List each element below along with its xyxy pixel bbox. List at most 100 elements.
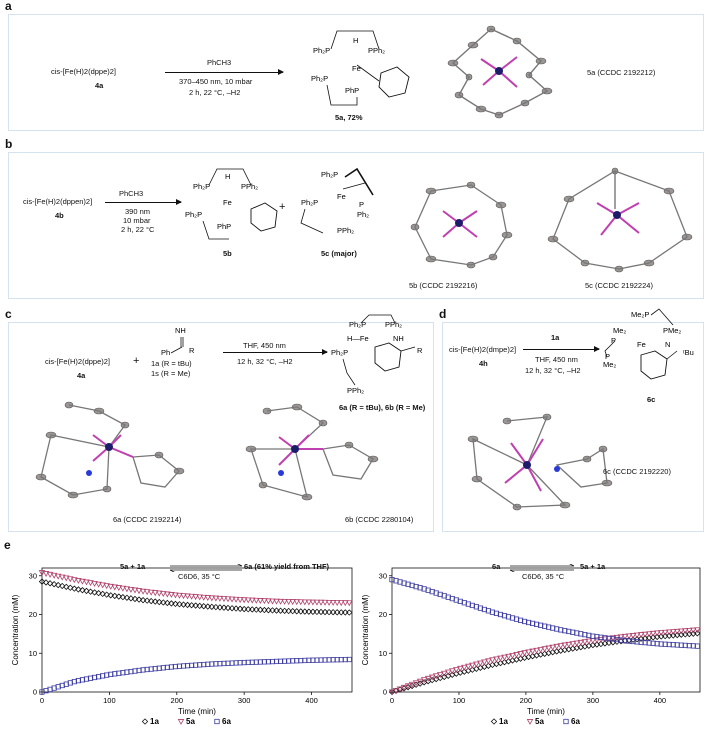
svg-text:H: H — [225, 172, 230, 181]
data-point-5a — [329, 600, 337, 606]
legend-marker-1a — [490, 718, 498, 725]
data-point-5a — [317, 599, 325, 606]
legend-label-1a: 1a — [150, 717, 159, 726]
svg-text:PPh₂: PPh₂ — [347, 386, 364, 395]
data-point-5a — [87, 580, 94, 587]
data-point-6a — [453, 597, 459, 603]
data-point-6a — [505, 614, 512, 620]
data-point-5a — [212, 595, 220, 602]
data-point-6a — [489, 609, 496, 615]
data-point-5a — [621, 633, 629, 640]
legend-marker-5a — [526, 719, 534, 725]
data-point-5a — [637, 632, 645, 639]
data-point-6a — [429, 589, 435, 595]
data-point-5a — [428, 674, 436, 681]
eq-right-rhs: 5a + 1a — [580, 562, 606, 571]
data-point-5a — [143, 589, 151, 596]
x-tick-label: 300 — [238, 696, 251, 705]
data-point-1a — [156, 598, 163, 606]
data-point-6a — [409, 582, 415, 589]
data-point-5a — [135, 588, 143, 595]
data-point-5a — [333, 600, 341, 607]
data-point-6a — [666, 641, 672, 648]
data-point-6a — [574, 630, 580, 636]
data-point-1a — [208, 603, 215, 611]
data-point-1a — [63, 583, 70, 591]
data-point-5a — [424, 675, 432, 682]
y-tick-label: 0 — [383, 688, 387, 697]
data-point-1a — [95, 589, 102, 597]
data-point-1a — [107, 592, 114, 599]
reactant-formula: cis-[Fe(H)2(dppe)2] — [51, 67, 117, 76]
eq-left-cond: C6D6, 35 °C — [178, 572, 221, 581]
svg-text:Ph₂P: Ph₂P — [311, 74, 328, 83]
data-point-5a — [220, 596, 228, 603]
data-point-1a — [281, 607, 288, 615]
condition-light: 390 nm — [125, 207, 151, 216]
data-point-6a — [670, 642, 676, 648]
data-point-6a — [497, 611, 504, 618]
condition-time: 2 h, 22 °C, –H2 — [189, 88, 241, 97]
data-point-1a — [168, 600, 175, 607]
data-point-6a — [678, 642, 684, 648]
data-point-5a — [577, 639, 585, 646]
data-point-5a — [248, 597, 256, 604]
data-point-5a — [58, 574, 66, 581]
plus-sign: + — [279, 201, 286, 213]
data-point-5a — [123, 586, 131, 593]
data-point-5a — [180, 593, 187, 600]
data-point-5a — [629, 633, 637, 639]
svg-text:Me₂P: Me₂P — [631, 310, 649, 319]
condition-solvent: PhCH3 — [207, 58, 232, 67]
data-point-1a — [269, 607, 276, 614]
data-point-1a — [115, 593, 122, 600]
svg-text:PPh₂: PPh₂ — [241, 182, 258, 191]
data-point-5a — [593, 637, 601, 644]
data-point-5a — [261, 598, 268, 605]
y-tick-label: 10 — [379, 649, 387, 658]
data-point-1a — [249, 606, 256, 613]
data-point-6a — [509, 615, 516, 621]
data-point-6a — [457, 598, 463, 604]
svg-text:NH: NH — [393, 334, 404, 343]
data-point-5a — [561, 642, 569, 649]
data-point-6a — [566, 628, 572, 635]
x-tick-label: 200 — [171, 696, 184, 705]
crystal-label-5a: 5a (CCDC 2192212) — [587, 68, 656, 77]
reaction-arrow — [165, 69, 284, 75]
data-point-5a — [184, 593, 191, 600]
data-point-1a — [216, 604, 224, 611]
data-point-5a — [641, 631, 649, 638]
data-point-5a — [188, 593, 195, 600]
data-point-5a — [341, 600, 349, 607]
data-point-6a — [425, 587, 431, 593]
data-point-1a — [236, 605, 244, 612]
crystal-label-6b: 6b (CCDC 2280104) — [345, 515, 414, 524]
data-point-5a — [493, 656, 500, 663]
product-5b: 5b — [223, 249, 232, 258]
data-point-5a — [309, 599, 317, 606]
data-point-5a — [107, 583, 115, 590]
data-point-6a — [626, 638, 632, 644]
data-point-5a — [581, 639, 589, 646]
data-point-6a — [538, 622, 544, 628]
data-point-1a — [196, 602, 203, 610]
data-point-5a — [204, 595, 212, 602]
svg-text:P: P — [359, 200, 364, 209]
data-point-5a — [111, 584, 119, 591]
legend-marker-1a — [141, 718, 149, 725]
data-point-1a — [313, 608, 321, 616]
data-point-1a — [148, 597, 155, 605]
product-5c: 5c (major) — [321, 249, 357, 258]
data-point-1a — [273, 607, 280, 614]
data-point-6a — [610, 636, 616, 642]
svg-text:P: P — [611, 336, 616, 345]
data-point-1a — [127, 595, 135, 602]
data-point-5a — [585, 638, 593, 645]
data-point-1a — [334, 609, 341, 616]
data-point-6a — [417, 585, 423, 591]
data-point-1a — [289, 607, 296, 615]
data-point-1a — [160, 599, 167, 606]
x-axis-label: Time (min) — [527, 707, 565, 716]
